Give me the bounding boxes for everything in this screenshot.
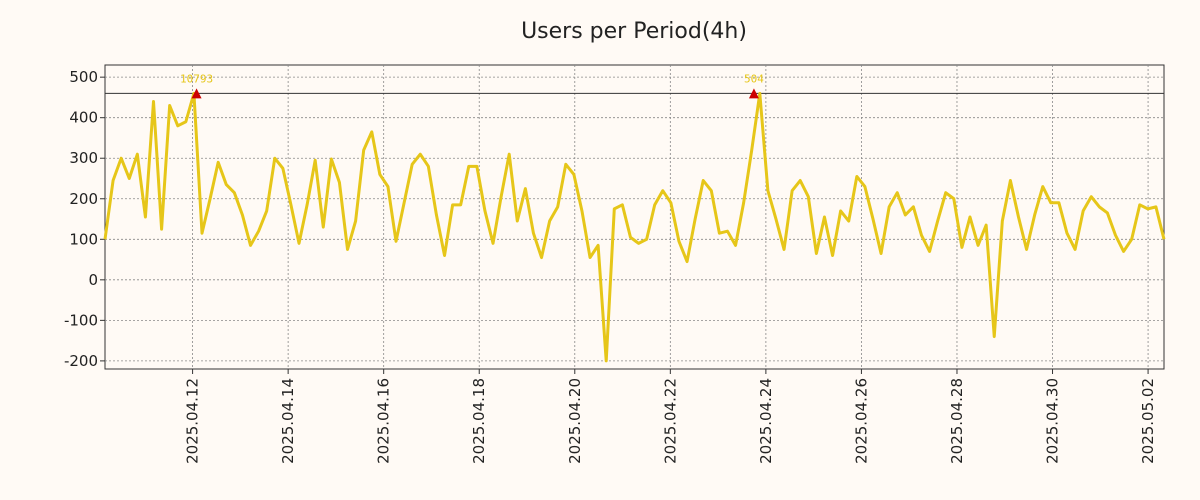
axis-ticks: 500 400 300 200 100 0 -100 -200 2025.04.12 2025.0… <box>64 68 1157 464</box>
peak-marker <box>191 88 202 99</box>
y-tick-label: 0 <box>88 271 98 289</box>
x-tick-label: 2025.04.14 <box>279 378 297 464</box>
y-tick-label: 200 <box>69 190 98 208</box>
y-tick-label: -200 <box>64 352 98 370</box>
y-tick-label: 300 <box>69 149 98 167</box>
x-tick-label: 2025.04.18 <box>470 378 488 464</box>
peak-markers: 10793 504 <box>180 72 764 99</box>
x-tick-label: 2025.04.12 <box>184 378 202 464</box>
x-tick-label: 2025.04.20 <box>566 378 584 464</box>
x-tick-label: 2025.04.30 <box>1044 378 1062 464</box>
y-tick-label: 400 <box>69 109 98 127</box>
x-tick-label: 2025.04.24 <box>757 378 775 464</box>
x-tick-label: 2025.04.28 <box>948 378 966 464</box>
plot-area <box>104 64 1165 370</box>
grid-lines <box>105 65 1164 369</box>
peak-label: 10793 <box>180 72 213 85</box>
series-line <box>103 91 1166 363</box>
x-tick-label: 2025.05.02 <box>1139 378 1157 464</box>
x-tick-label: 2025.04.16 <box>375 378 393 464</box>
peak-marker <box>748 88 759 99</box>
y-tick-label: 500 <box>69 68 98 86</box>
chart-title: Users per Period(4h) <box>521 19 747 44</box>
peak-label: 504 <box>744 72 764 85</box>
y-tick-label: 100 <box>69 230 98 248</box>
series-group <box>103 91 1166 363</box>
y-tick-label: -100 <box>64 311 98 329</box>
x-tick-label: 2025.04.26 <box>852 378 870 464</box>
x-tick-label: 2025.04.22 <box>661 378 679 464</box>
